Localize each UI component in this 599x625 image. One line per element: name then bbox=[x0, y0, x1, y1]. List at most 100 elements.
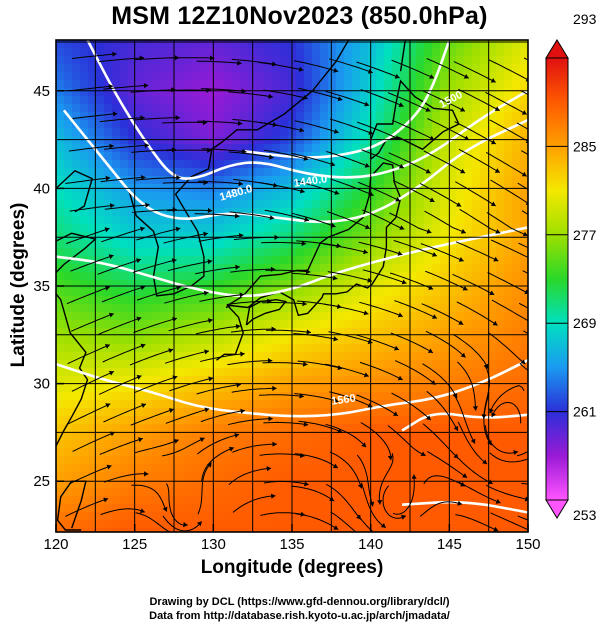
streamline-arrow bbox=[363, 372, 369, 378]
streamline bbox=[485, 91, 528, 115]
streamline bbox=[97, 258, 142, 275]
streamline-arrow bbox=[183, 522, 188, 528]
streamline bbox=[485, 484, 528, 501]
streamline-arrow bbox=[528, 256, 533, 261]
streamline-arrow bbox=[106, 464, 112, 470]
streamline-arrow bbox=[490, 201, 496, 206]
streamline-arrow bbox=[266, 466, 272, 472]
coastline-7 bbox=[399, 40, 406, 72]
streamline-arrow bbox=[457, 500, 463, 506]
streamline bbox=[98, 317, 142, 335]
streamline-arrow bbox=[108, 312, 114, 318]
streamline-arrow bbox=[302, 301, 307, 307]
streamline bbox=[419, 183, 462, 207]
streamline-arrow bbox=[425, 107, 431, 112]
streamline bbox=[293, 333, 339, 341]
streamline bbox=[100, 508, 145, 516]
streamline bbox=[201, 447, 235, 482]
streamline bbox=[101, 285, 146, 303]
streamline bbox=[295, 513, 339, 531]
colorbar-max-triangle bbox=[545, 39, 569, 59]
streamline bbox=[196, 60, 242, 64]
streamline bbox=[261, 302, 307, 305]
axes: 120 125 130 135 140 145 150 25 30 35 40 45 bbox=[33, 83, 540, 553]
streamline bbox=[427, 450, 468, 479]
streamline-arrow bbox=[104, 344, 110, 349]
streamline bbox=[391, 392, 432, 421]
streamline bbox=[194, 213, 240, 217]
streamline-arrow bbox=[369, 501, 375, 507]
streamline bbox=[103, 473, 149, 483]
streamline bbox=[98, 375, 142, 395]
streamline bbox=[291, 212, 336, 228]
streamline-arrow bbox=[394, 73, 400, 79]
streamline bbox=[263, 89, 308, 99]
streamline bbox=[228, 91, 273, 98]
streamline bbox=[291, 485, 335, 502]
streamline bbox=[165, 408, 210, 424]
colorbar-ramp bbox=[545, 57, 569, 501]
streamline-arrow bbox=[171, 258, 177, 264]
streamline-arrow bbox=[364, 224, 370, 230]
streamline bbox=[422, 423, 459, 459]
streamline-arrow bbox=[209, 55, 215, 61]
streamline-arrow bbox=[176, 285, 181, 291]
streamline-arrow bbox=[144, 142, 149, 148]
streamline-arrow bbox=[489, 408, 494, 414]
streamline bbox=[453, 394, 476, 444]
streamline-arrow bbox=[462, 473, 468, 478]
streamline-arrow bbox=[172, 375, 178, 381]
streamline bbox=[232, 495, 276, 513]
streamline bbox=[357, 121, 401, 140]
streamline bbox=[131, 149, 177, 153]
streamline bbox=[491, 401, 522, 424]
streamline bbox=[133, 317, 178, 334]
streamline bbox=[263, 421, 309, 426]
streamline bbox=[519, 362, 528, 372]
streamline bbox=[130, 408, 174, 426]
streamline-arrow bbox=[456, 202, 462, 207]
streamline bbox=[489, 119, 528, 142]
streamline-arrow bbox=[269, 215, 275, 221]
streamline bbox=[488, 59, 528, 81]
streamline-arrow bbox=[487, 479, 493, 484]
streamline-arrow bbox=[238, 181, 243, 187]
streamline bbox=[261, 241, 307, 245]
streamline-arrow bbox=[367, 339, 373, 345]
streamline-arrow bbox=[427, 348, 433, 353]
streamline bbox=[297, 360, 343, 370]
streamline bbox=[294, 393, 339, 403]
streamline-arrow bbox=[108, 370, 114, 376]
streamline bbox=[65, 177, 111, 184]
streamline-arrow bbox=[432, 314, 437, 319]
streamline bbox=[298, 420, 343, 433]
streamline-arrow bbox=[521, 110, 527, 115]
streamline bbox=[198, 180, 244, 185]
streamline bbox=[357, 181, 401, 202]
streamline-arrow bbox=[240, 408, 245, 414]
streamline bbox=[387, 425, 426, 457]
streamline-arrow bbox=[140, 175, 146, 181]
streamline bbox=[393, 240, 438, 257]
streamline-arrow bbox=[367, 277, 373, 283]
streamline-arrow bbox=[239, 292, 245, 298]
streamline-arrow bbox=[397, 250, 403, 256]
streamline bbox=[69, 204, 115, 212]
streamline-arrow bbox=[175, 115, 180, 121]
streamline bbox=[232, 443, 277, 453]
streamline bbox=[200, 88, 246, 92]
streamline bbox=[99, 117, 145, 123]
streamline-arrow bbox=[109, 431, 115, 437]
streamline-arrow bbox=[109, 203, 115, 209]
streamline-arrow bbox=[397, 312, 403, 318]
x-tick-label: 125 bbox=[122, 536, 147, 553]
streamline-arrow bbox=[272, 441, 277, 447]
streamline bbox=[265, 269, 311, 273]
streamline-arrow bbox=[304, 481, 309, 487]
streamline-arrow bbox=[481, 414, 487, 419]
streamline bbox=[68, 465, 112, 485]
streamline bbox=[422, 90, 466, 112]
streamline-arrow bbox=[393, 411, 398, 416]
colorbar-tick-label: 293 bbox=[573, 11, 597, 27]
